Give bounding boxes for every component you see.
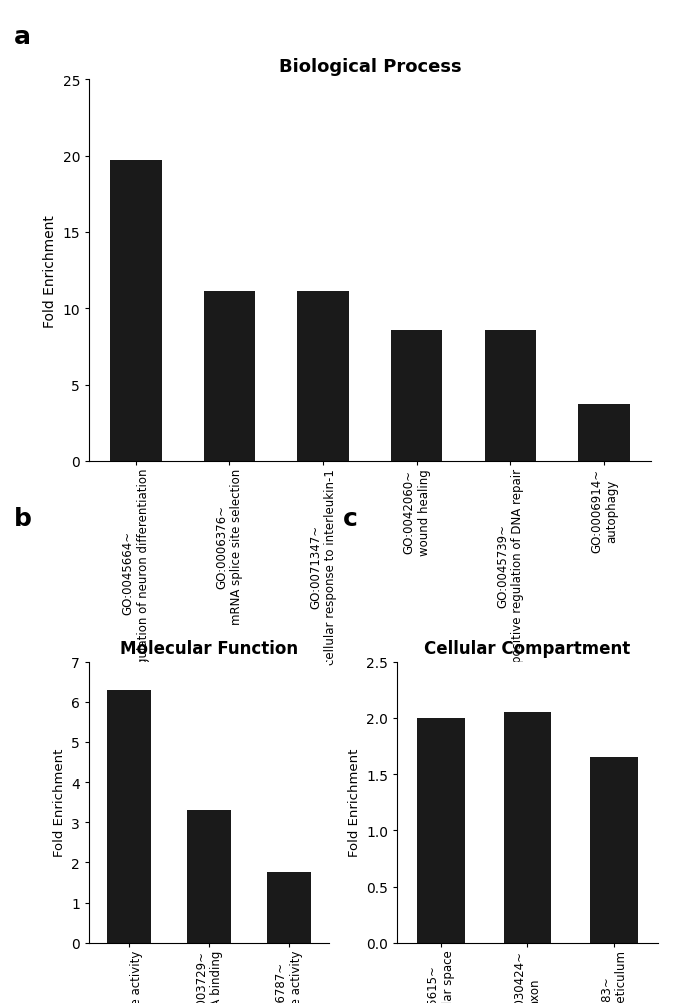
- Bar: [110, 161, 162, 461]
- Text: b: b: [14, 507, 32, 531]
- Title: Cellular Compartment: Cellular Compartment: [424, 640, 631, 658]
- Text: c: c: [342, 507, 358, 531]
- Bar: [203, 292, 256, 461]
- Title: Molecular Function: Molecular Function: [120, 640, 298, 658]
- Text: a: a: [14, 25, 31, 49]
- Y-axis label: Fold Enrichment: Fold Enrichment: [348, 748, 361, 857]
- Bar: [187, 810, 231, 943]
- Bar: [484, 330, 536, 461]
- Bar: [503, 712, 551, 943]
- Y-axis label: Fold Enrichment: Fold Enrichment: [53, 748, 66, 857]
- Bar: [391, 330, 443, 461]
- Bar: [267, 873, 311, 943]
- Bar: [416, 718, 464, 943]
- Title: Biological Process: Biological Process: [279, 58, 461, 76]
- Bar: [590, 757, 638, 943]
- Bar: [578, 405, 630, 461]
- Bar: [107, 690, 151, 943]
- Y-axis label: Fold Enrichment: Fold Enrichment: [43, 215, 57, 327]
- Bar: [297, 292, 349, 461]
